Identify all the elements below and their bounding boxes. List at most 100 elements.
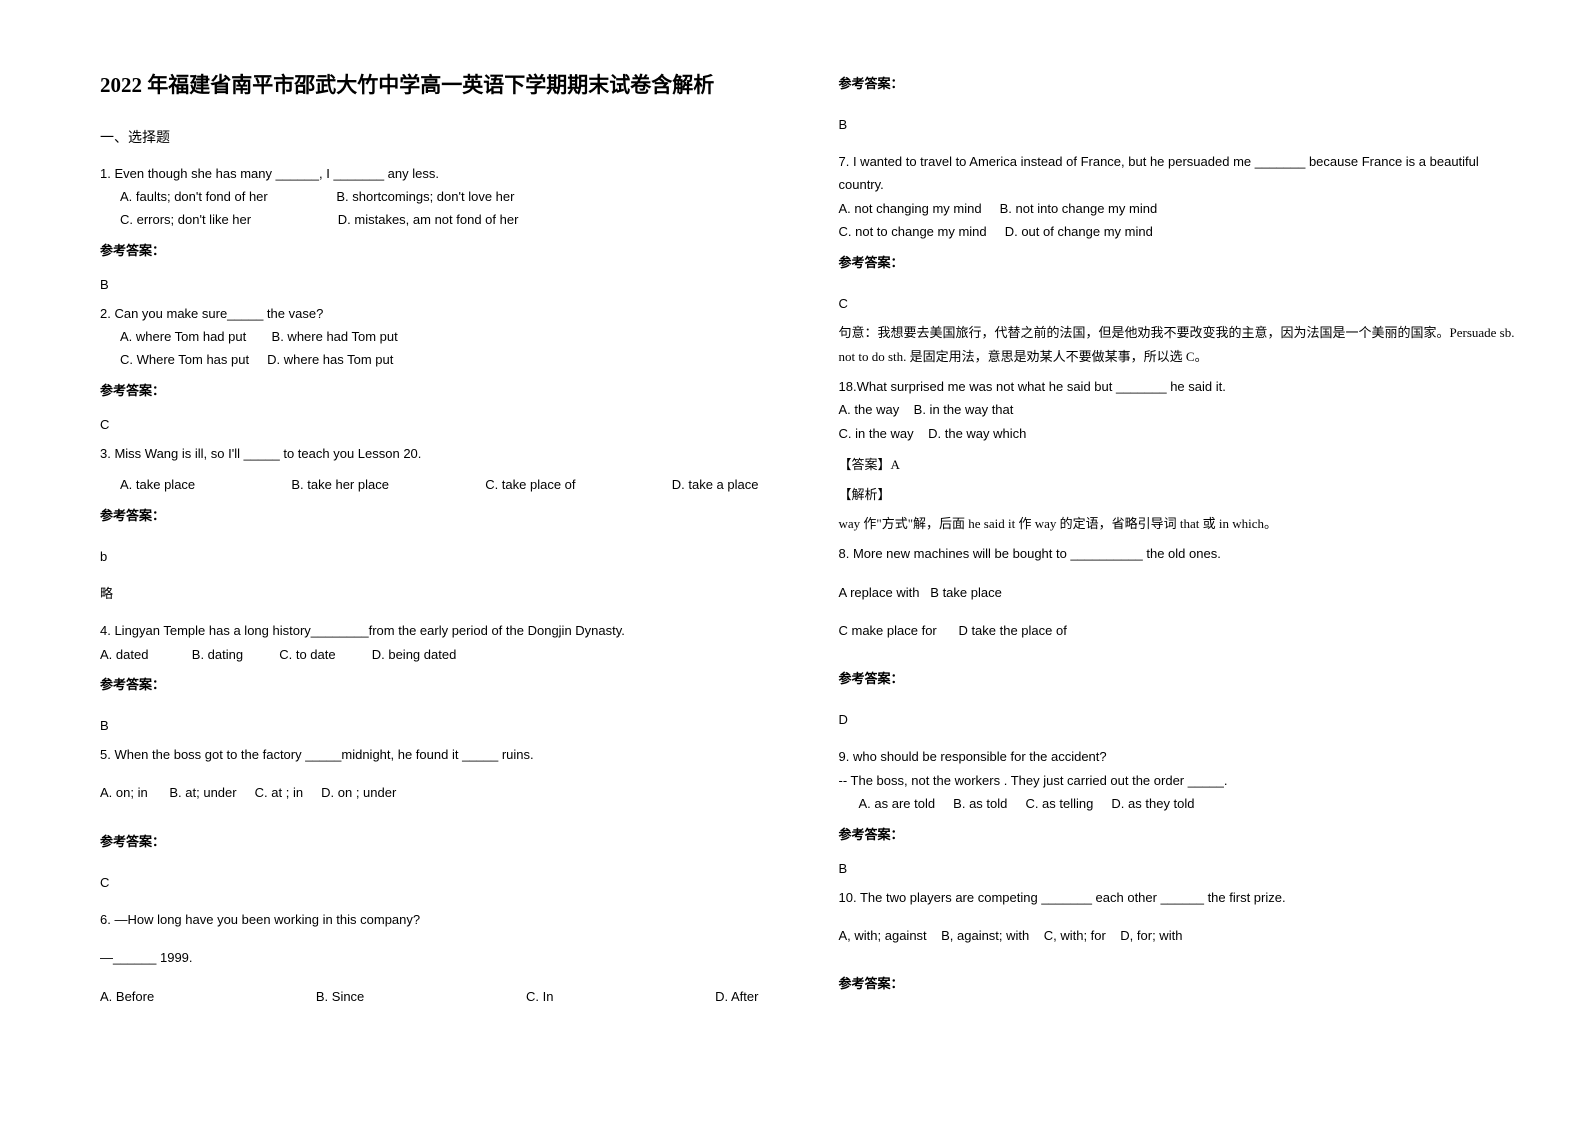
q8-options-2: C make place for D take the place of [839,619,1528,642]
q8-opt-b: B take place [930,585,1002,600]
question-1: 1. Even though she has many ______, I __… [100,162,789,232]
q5-options: A. on; in B. at; under C. at ; in D. on … [100,781,789,804]
q2-opt-c: C. Where Tom has put [120,352,249,367]
q6-opt-b: B. Since [316,985,364,1008]
q8-answer: D [839,712,1528,727]
q2-opt-a: A. where Tom had put [120,329,246,344]
question-7: 7. I wanted to travel to America instead… [839,150,1528,244]
q3-answer: b [100,549,789,564]
q9-sub: -- The boss, not the workers . They just… [839,769,1528,792]
q1-opt-a: A. faults; don't fond of her [120,189,268,204]
q5-text: 5. When the boss got to the factory ____… [100,743,789,766]
q7-opt-d: D. out of change my mind [1005,224,1153,239]
q2-text: 2. Can you make sure_____ the vase? [100,302,789,325]
q10-answer-label: 参考答案： [839,973,1528,992]
q9-opt-a: A. as are told [859,796,936,811]
q1-text: 1. Even though she has many ______, I __… [100,162,789,185]
q10-opt-d: D, for; with [1120,928,1182,943]
q10-opt-b: B, against; with [941,928,1029,943]
q18-opt-a: A. the way [839,402,900,417]
q7-opt-c: C. not to change my mind [839,224,987,239]
q1-opt-d: D. mistakes, am not fond of her [338,212,519,227]
q6-answer-label-right: 参考答案： [839,73,1528,92]
q6-answer: B [839,117,1528,132]
question-4: 4. Lingyan Temple has a long history____… [100,619,789,666]
q9-options: A. as are told B. as told C. as telling … [839,792,1528,815]
question-18: 18.What surprised me was not what he sai… [839,375,1528,445]
q8-answer-label: 参考答案： [839,668,1528,687]
q5-opt-a: A. on; in [100,785,148,800]
q4-opt-a: A. dated [100,647,148,662]
question-10: 10. The two players are competing ______… [839,886,1528,948]
q2-answer: C [100,417,789,432]
q1-options: A. faults; don't fond of her B. shortcom… [100,185,789,232]
q1-opt-b: B. shortcomings; don't love her [336,189,514,204]
q18-answer-label: 【答案】A [839,453,1528,478]
question-5: 5. When the boss got to the factory ____… [100,743,789,805]
q9-text: 9. who should be responsible for the acc… [839,745,1528,768]
q4-options: A. dated B. dating C. to date D. being d… [100,643,789,666]
q18-options: A. the way B. in the way that C. in the … [839,398,1528,445]
section-heading: 一、选择题 [100,127,789,147]
q4-text: 4. Lingyan Temple has a long history____… [100,619,789,642]
q1-opt-c: C. errors; don't like her [120,212,251,227]
q2-opt-d: D. where has Tom put [267,352,393,367]
question-3: 3. Miss Wang is ill, so I'll _____ to te… [100,442,789,497]
q1-answer: B [100,277,789,292]
q7-opt-a: A. not changing my mind [839,201,982,216]
exam-title: 2022 年福建省南平市邵武大竹中学高一英语下学期期末试卷含解析 [100,70,789,102]
q8-text: 8. More new machines will be bought to _… [839,542,1528,565]
q10-options: A, with; against B, against; with C, wit… [839,924,1528,947]
q18-text: 18.What surprised me was not what he sai… [839,375,1528,398]
q5-opt-d: D. on ; under [321,785,396,800]
q7-answer-label: 参考答案： [839,252,1528,271]
q18-opt-d: D. the way which [928,426,1026,441]
q6-text: 6. —How long have you been working in th… [100,908,789,931]
q2-opt-b: B. where had Tom put [272,329,398,344]
q4-opt-c: C. to date [279,647,335,662]
question-2: 2. Can you make sure_____ the vase? A. w… [100,302,789,372]
q10-opt-a: A, with; against [839,928,927,943]
q3-opt-b: B. take her place [291,473,389,496]
q5-opt-b: B. at; under [169,785,236,800]
right-column: 参考答案： B 7. I wanted to travel to America… [839,70,1528,1016]
q9-answer-label: 参考答案： [839,824,1528,843]
q3-text: 3. Miss Wang is ill, so I'll _____ to te… [100,442,789,465]
q3-opt-d: D. take a place [672,473,759,496]
q7-options: A. not changing my mind B. not into chan… [839,197,1528,244]
q8-opt-d: D take the place of [958,623,1066,638]
question-8: 8. More new machines will be bought to _… [839,542,1528,642]
q18-opt-c: C. in the way [839,426,914,441]
q18-explain-label: 【解析】 [839,483,1528,508]
left-column: 2022 年福建省南平市邵武大竹中学高一英语下学期期末试卷含解析 一、选择题 1… [100,70,789,1016]
q4-opt-b: B. dating [192,647,243,662]
q8-opt-a: A replace with [839,585,920,600]
q6-sub: —______ 1999. [100,946,789,969]
q7-answer: C [839,296,1528,311]
q3-opt-a: A. take place [120,473,195,496]
q7-explain: 句意：我想要去美国旅行，代替之前的法国，但是他劝我不要改变我的主意，因为法国是一… [839,321,1528,370]
page-container: 2022 年福建省南平市邵武大竹中学高一英语下学期期末试卷含解析 一、选择题 1… [0,0,1587,1056]
q9-opt-c: C. as telling [1025,796,1093,811]
q9-opt-b: B. as told [953,796,1007,811]
question-6: 6. —How long have you been working in th… [100,908,789,1008]
q3-note: 略 [100,582,789,607]
q10-text: 10. The two players are competing ______… [839,886,1528,909]
question-9: 9. who should be responsible for the acc… [839,745,1528,815]
q18-opt-b: B. in the way that [914,402,1014,417]
q5-opt-c: C. at ; in [255,785,303,800]
q7-text: 7. I wanted to travel to America instead… [839,150,1528,197]
q10-opt-c: C, with; for [1044,928,1106,943]
q2-answer-label: 参考答案： [100,380,789,399]
q4-answer: B [100,718,789,733]
q9-answer: B [839,861,1528,876]
q7-opt-b: B. not into change my mind [1000,201,1158,216]
q6-opt-a: A. Before [100,985,154,1008]
q3-opt-c: C. take place of [485,473,575,496]
q6-opt-c: C. In [526,985,553,1008]
q3-answer-label: 参考答案： [100,505,789,524]
q2-options: A. where Tom had put B. where had Tom pu… [100,325,789,372]
q6-options: A. Before B. Since C. In D. After [100,985,789,1008]
q18-explain: way 作"方式"解，后面 he said it 作 way 的定语，省略引导词… [839,512,1528,537]
q5-answer: C [100,875,789,890]
